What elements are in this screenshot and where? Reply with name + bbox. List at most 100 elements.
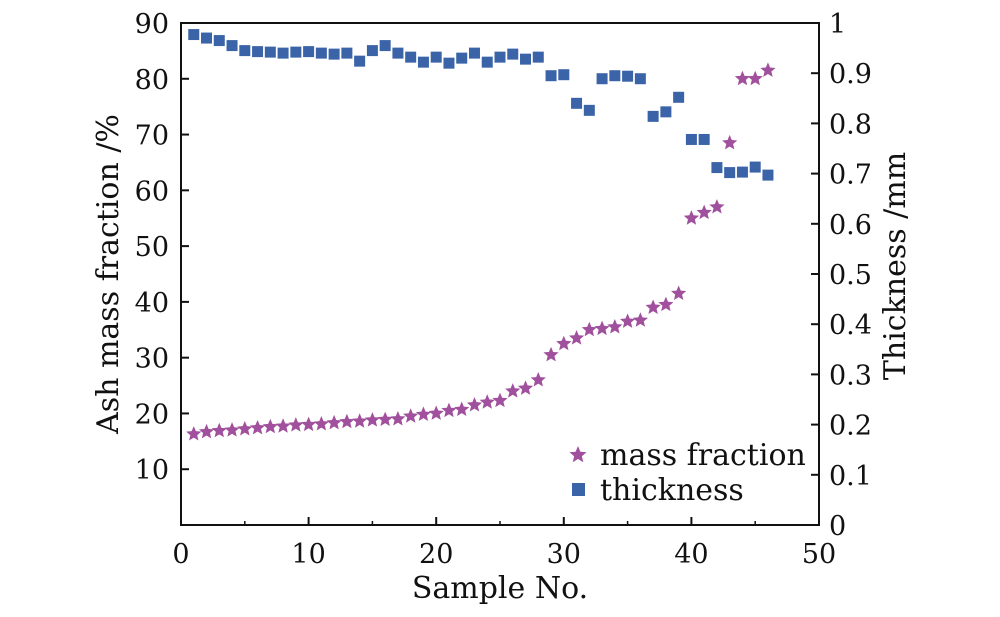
plot-marks — [186, 29, 776, 441]
star-point — [326, 414, 342, 430]
star-point — [671, 285, 687, 300]
star-point — [352, 413, 368, 428]
square-point — [685, 133, 697, 145]
x-tick-label: 40 — [674, 539, 708, 570]
star-point — [619, 313, 636, 328]
square-point — [456, 52, 468, 64]
square-point — [545, 70, 557, 82]
star-point — [454, 401, 470, 417]
square-point — [252, 46, 264, 58]
square-point — [417, 56, 429, 68]
star-point — [403, 408, 419, 423]
square-point — [622, 70, 634, 82]
star-point — [300, 416, 317, 432]
square-point — [213, 35, 225, 47]
star-point — [466, 397, 483, 412]
y-right-tick-label: 0.3 — [829, 360, 872, 391]
square-point — [481, 56, 493, 68]
square-point — [443, 57, 455, 69]
square-point — [290, 46, 302, 58]
star-point — [364, 412, 381, 427]
square-point — [315, 47, 327, 59]
x-tick-label: 10 — [291, 539, 325, 570]
y-right-tick-label: 0.4 — [829, 310, 872, 341]
star-point — [211, 422, 227, 438]
square-point — [571, 97, 583, 109]
y-left-tick-label: 20 — [135, 399, 169, 430]
star-point — [428, 405, 444, 420]
star-point — [747, 70, 763, 86]
star-point — [734, 70, 751, 86]
y-left-tick-label: 10 — [135, 455, 169, 486]
y-right-axis-title: Thickness /mm — [878, 152, 913, 380]
star-point — [683, 210, 700, 225]
square-point — [698, 133, 710, 145]
square-point — [405, 51, 417, 63]
legend-star-marker — [569, 446, 587, 463]
x-tick-label: 0 — [172, 539, 189, 570]
y-right-tick-label: 0.7 — [829, 160, 872, 191]
y-left-tick-label: 30 — [135, 344, 169, 375]
legend-square-icon — [572, 483, 585, 496]
square-point — [724, 167, 736, 179]
star-point — [568, 330, 585, 345]
square-point — [226, 40, 238, 52]
square-point — [303, 46, 315, 58]
x-tick-label: 50 — [802, 539, 836, 570]
star-point — [237, 421, 253, 436]
y-left-tick-label: 50 — [135, 232, 169, 263]
star-point — [505, 383, 521, 398]
square-point — [736, 166, 748, 178]
star-point — [632, 312, 648, 327]
square-point — [430, 51, 442, 63]
x-axis-title: Sample No. — [412, 571, 588, 606]
star-point — [492, 392, 508, 408]
series-mass-fraction — [186, 62, 776, 441]
y-left-tick-label: 60 — [135, 176, 169, 207]
y-left-tick-label: 90 — [135, 9, 169, 40]
star-point — [262, 418, 278, 434]
y-right-tick-label: 0.8 — [829, 109, 872, 140]
y-right-tick-label: 0 — [829, 511, 846, 542]
y-right-tick-label: 1 — [829, 9, 846, 40]
y-left-axis-title: Ash mass fraction /% — [91, 114, 126, 435]
star-point — [339, 413, 355, 429]
square-point — [634, 73, 646, 85]
square-point — [277, 47, 289, 59]
star-point — [275, 418, 291, 433]
square-point — [532, 51, 544, 63]
star-point — [696, 204, 712, 220]
square-point — [264, 46, 276, 58]
square-point — [366, 45, 378, 57]
y-right-tick-label: 0.6 — [829, 210, 872, 241]
y-left-tick-label: 70 — [135, 121, 169, 152]
star-point — [709, 199, 725, 214]
square-point — [558, 69, 570, 81]
square-point — [379, 40, 391, 52]
star-point — [517, 380, 534, 395]
star-point — [607, 318, 623, 334]
square-point — [660, 106, 672, 118]
legend-label-thickness: thickness — [600, 473, 744, 508]
star-point — [530, 371, 546, 387]
square-point — [328, 48, 340, 60]
square-point — [341, 47, 353, 59]
legend-label-mass-fraction: mass fraction — [600, 438, 806, 473]
star-point — [390, 411, 406, 426]
star-point — [543, 346, 559, 362]
square-point — [494, 51, 506, 63]
axes-ticks: 0 10 20 30 40 50 10 20 30 40 50 60 70 80 90 0 0.1 0.2 0.3 0… — [135, 9, 872, 570]
square-point — [354, 55, 366, 67]
star-point — [479, 394, 495, 409]
star-point — [415, 406, 432, 422]
star-point — [581, 321, 597, 337]
square-point — [711, 162, 723, 174]
y-left-tick-label: 40 — [135, 288, 169, 319]
star-point — [441, 402, 457, 418]
square-point — [201, 32, 213, 44]
square-point — [239, 45, 251, 57]
legend-star-icon — [569, 446, 587, 463]
y-left-tick-label: 80 — [135, 65, 169, 96]
series-thickness — [188, 29, 774, 181]
